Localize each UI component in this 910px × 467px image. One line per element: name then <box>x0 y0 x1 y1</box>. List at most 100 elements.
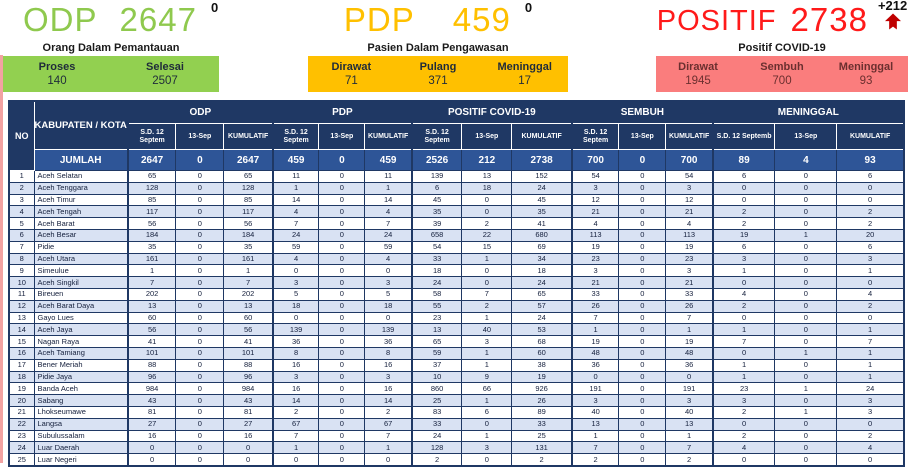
row-value: 24 <box>271 228 320 242</box>
row-value: 1 <box>461 252 513 266</box>
stat-value: 1945 <box>685 75 711 87</box>
row-value: 33 <box>410 252 463 266</box>
row-value: 0 <box>774 264 838 278</box>
row-value: 0 <box>774 335 838 348</box>
row-value: 35 <box>126 240 177 254</box>
row-value: 2 <box>461 217 513 230</box>
odp-total: 2647 <box>119 1 197 38</box>
row-value: 0 <box>318 311 366 325</box>
row-value: 7 <box>126 276 177 289</box>
row-value: 4 <box>836 287 905 301</box>
row-value: 0 <box>175 382 225 396</box>
row-value: 16 <box>271 358 320 372</box>
row-value: 0 <box>271 311 320 325</box>
jumlah-value: 0 <box>618 149 667 171</box>
row-no: 5 <box>8 217 35 230</box>
odp-subtitle: Orang Dalam Pemantauan <box>42 42 180 54</box>
pdp-subtitle: Pasien Dalam Pengawasan <box>367 42 509 54</box>
row-value: 0 <box>318 264 366 278</box>
row-value: 0 <box>570 370 620 384</box>
col-sub-header: 13-Sep <box>774 123 838 150</box>
row-value: 2 <box>511 453 573 467</box>
pdp-total: 459 <box>452 1 511 38</box>
row-value: 89 <box>511 405 573 419</box>
row-value: 7 <box>711 335 776 348</box>
table-row: 7 Pidie 35 0 35 59 0 59 54 15 69 19 0 19 6 0 6 <box>8 240 905 254</box>
row-value: 1 <box>836 264 905 278</box>
row-region: Aceh Barat Daya <box>33 299 129 313</box>
col-sub-header: KUMULATIF <box>511 123 573 150</box>
row-value: 3 <box>836 252 905 266</box>
row-value: 19 <box>570 240 620 254</box>
row-value: 12 <box>570 193 620 207</box>
row-value: 14 <box>271 394 320 407</box>
table-row: 22 Langsa 27 0 27 67 0 67 33 0 33 13 0 13 0 0 0 <box>8 417 905 431</box>
table-row: 13 Gayo Lues 60 0 60 0 0 0 23 1 24 7 0 7 0 0 0 <box>8 311 905 325</box>
row-region: Aceh Besar <box>33 228 129 242</box>
pdp-stat-meninggal: Meninggal 17 <box>481 56 568 92</box>
row-value: 0 <box>774 217 838 230</box>
row-value: 3 <box>570 394 620 407</box>
row-value: 23 <box>410 311 463 325</box>
row-value: 45 <box>511 193 573 207</box>
row-value: 11 <box>271 170 320 183</box>
row-value: 81 <box>126 405 177 419</box>
row-value: 67 <box>364 417 413 431</box>
row-value: 4 <box>711 287 776 301</box>
col-sub-header: S.D. 12 Septem <box>570 123 620 150</box>
row-value: 18 <box>271 299 320 313</box>
row-value: 3 <box>461 441 513 455</box>
row-no: 19 <box>8 382 35 396</box>
row-region: Pidie Jaya <box>33 370 129 384</box>
table-row: 11 Bireuen 202 0 202 5 0 5 58 7 65 33 0 33 4 0 4 <box>8 287 905 301</box>
row-value: 0 <box>774 299 838 313</box>
row-value: 0 <box>618 441 667 455</box>
row-value: 0 <box>618 346 667 360</box>
row-value: 1 <box>461 311 513 325</box>
table-row: 8 Aceh Utara 161 0 161 4 0 4 33 1 34 23 0 23 3 0 3 <box>8 252 905 266</box>
table-row: 1 Aceh Selatan 65 0 65 11 0 11 139 13 152 54 0 54 6 0 6 <box>8 170 905 183</box>
row-value: 0 <box>618 228 667 242</box>
row-value: 43 <box>223 394 274 407</box>
row-region: Lhokseumawe <box>33 405 129 419</box>
positif-stat-meninggal: Meninggal 93 <box>824 56 908 92</box>
row-no: 12 <box>8 299 35 313</box>
row-value: 0 <box>774 240 838 254</box>
row-value: 24 <box>511 181 573 195</box>
row-value: 0 <box>318 417 366 431</box>
row-value: 60 <box>223 311 274 325</box>
row-region: Pidie <box>33 240 129 254</box>
row-value: 0 <box>175 323 225 337</box>
row-value: 0 <box>318 370 366 384</box>
stat-value: 700 <box>772 75 792 87</box>
row-value: 0 <box>665 370 714 384</box>
col-sub-header: 13-Sep <box>461 123 513 150</box>
col-sub-header: KUMULATIF <box>223 123 274 150</box>
row-region: Aceh Tenggara <box>33 181 129 195</box>
row-value: 16 <box>271 382 320 396</box>
table-row: 12 Aceh Barat Daya 13 0 13 18 0 18 55 2 57 26 0 26 2 0 2 <box>8 299 905 313</box>
row-no: 4 <box>8 205 35 219</box>
row-value: 96 <box>126 370 177 384</box>
stat-value: 93 <box>859 75 873 87</box>
positif-total: 2738 <box>790 1 868 38</box>
jumlah-value: 0 <box>318 149 366 171</box>
row-value: 55 <box>410 299 463 313</box>
row-value: 96 <box>223 370 274 384</box>
row-value: 0 <box>774 170 838 183</box>
row-value: 7 <box>570 441 620 455</box>
row-value: 0 <box>774 287 838 301</box>
row-value: 7 <box>665 441 714 455</box>
row-value: 85 <box>223 193 274 207</box>
row-value: 0 <box>318 181 366 195</box>
row-value: 3 <box>271 370 320 384</box>
row-no: 15 <box>8 335 35 348</box>
row-value: 4 <box>711 441 776 455</box>
row-value: 0 <box>223 441 274 455</box>
jumlah-value: 93 <box>836 149 905 171</box>
row-value: 0 <box>461 417 513 431</box>
row-value: 7 <box>665 311 714 325</box>
pdp-stat-dirawat: Dirawat 71 <box>308 56 395 92</box>
row-value: 0 <box>618 335 667 348</box>
row-value: 0 <box>774 358 838 372</box>
